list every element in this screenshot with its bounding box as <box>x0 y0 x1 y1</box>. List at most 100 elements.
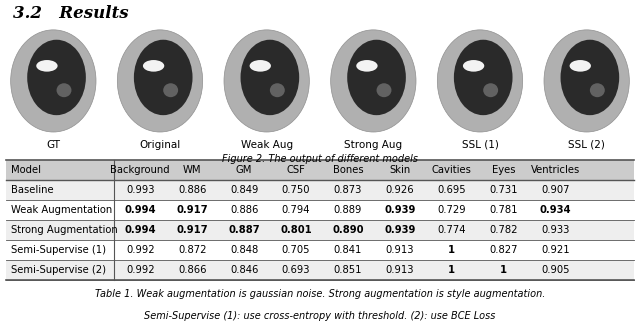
Text: 0.993: 0.993 <box>126 185 154 195</box>
Ellipse shape <box>437 30 523 132</box>
Ellipse shape <box>347 40 406 115</box>
Ellipse shape <box>331 30 416 132</box>
Text: 0.782: 0.782 <box>490 225 518 235</box>
Text: Semi-Supervise (1): use cross-entropy with threshold. (2): use BCE Loss: Semi-Supervise (1): use cross-entropy wi… <box>144 311 496 321</box>
Text: 0.905: 0.905 <box>541 265 570 275</box>
Text: 1: 1 <box>500 265 508 275</box>
Bar <box>6 200 634 220</box>
Bar <box>6 180 634 200</box>
Text: Weak Aug: Weak Aug <box>241 140 292 150</box>
Text: 0.994: 0.994 <box>124 225 156 235</box>
Ellipse shape <box>163 83 178 97</box>
Text: GM: GM <box>236 165 252 175</box>
Text: 0.693: 0.693 <box>282 265 310 275</box>
Text: 0.913: 0.913 <box>386 265 414 275</box>
Ellipse shape <box>356 60 378 72</box>
Text: 1: 1 <box>448 245 456 255</box>
Bar <box>6 260 634 280</box>
Text: 0.933: 0.933 <box>541 225 570 235</box>
Text: 0.921: 0.921 <box>541 245 570 255</box>
Text: 0.887: 0.887 <box>228 225 260 235</box>
Text: 0.827: 0.827 <box>490 245 518 255</box>
Ellipse shape <box>544 30 629 132</box>
Ellipse shape <box>376 83 392 97</box>
Ellipse shape <box>143 60 164 72</box>
Text: 0.939: 0.939 <box>384 205 415 215</box>
Ellipse shape <box>570 60 591 72</box>
Text: 0.890: 0.890 <box>332 225 364 235</box>
Ellipse shape <box>224 30 309 132</box>
Text: Table 1. Weak augmentation is gaussian noise. Strong augmentation is style augme: Table 1. Weak augmentation is gaussian n… <box>95 289 545 300</box>
Text: 0.926: 0.926 <box>385 185 414 195</box>
Text: 0.848: 0.848 <box>230 245 258 255</box>
Text: Weak Augmentation: Weak Augmentation <box>12 205 113 215</box>
Ellipse shape <box>56 83 72 97</box>
Text: Bones: Bones <box>333 165 364 175</box>
Text: 0.907: 0.907 <box>541 185 570 195</box>
Text: 0.794: 0.794 <box>282 205 310 215</box>
Text: GT: GT <box>46 140 60 150</box>
Text: Semi-Supervise (1): Semi-Supervise (1) <box>12 245 106 255</box>
Text: 0.913: 0.913 <box>386 245 414 255</box>
Text: Figure 2. The output of different models: Figure 2. The output of different models <box>222 154 418 164</box>
Ellipse shape <box>36 60 58 72</box>
Text: 0.873: 0.873 <box>334 185 362 195</box>
Ellipse shape <box>463 60 484 72</box>
Text: 0.934: 0.934 <box>540 205 572 215</box>
Ellipse shape <box>11 30 96 132</box>
Ellipse shape <box>241 40 300 115</box>
Text: 0.774: 0.774 <box>438 225 466 235</box>
Text: 0.781: 0.781 <box>490 205 518 215</box>
Text: Eyes: Eyes <box>492 165 515 175</box>
Text: 0.851: 0.851 <box>333 265 362 275</box>
Text: 0.750: 0.750 <box>282 185 310 195</box>
Text: 3.2   Results: 3.2 Results <box>13 5 129 22</box>
Text: 0.866: 0.866 <box>178 265 207 275</box>
Ellipse shape <box>454 40 513 115</box>
Text: SSL (2): SSL (2) <box>568 140 605 150</box>
Text: 0.939: 0.939 <box>384 225 415 235</box>
Text: Baseline: Baseline <box>12 185 54 195</box>
Text: Semi-Supervise (2): Semi-Supervise (2) <box>12 265 106 275</box>
Ellipse shape <box>483 83 498 97</box>
Text: Strong Aug: Strong Aug <box>344 140 403 150</box>
Text: 0.849: 0.849 <box>230 185 259 195</box>
Text: Ventricles: Ventricles <box>531 165 580 175</box>
Text: 0.886: 0.886 <box>230 205 259 215</box>
Ellipse shape <box>561 40 620 115</box>
Ellipse shape <box>117 30 203 132</box>
Text: Strong Augmentation: Strong Augmentation <box>12 225 118 235</box>
Text: 0.992: 0.992 <box>126 265 154 275</box>
Text: 0.872: 0.872 <box>178 245 207 255</box>
Text: 0.705: 0.705 <box>282 245 310 255</box>
Text: 0.886: 0.886 <box>178 185 206 195</box>
Bar <box>6 160 634 180</box>
Text: 0.731: 0.731 <box>490 185 518 195</box>
Ellipse shape <box>590 83 605 97</box>
Bar <box>6 240 634 260</box>
Text: 0.917: 0.917 <box>177 205 208 215</box>
Text: CSF: CSF <box>287 165 305 175</box>
Text: 0.695: 0.695 <box>438 185 466 195</box>
Ellipse shape <box>270 83 285 97</box>
Text: 0.994: 0.994 <box>124 205 156 215</box>
Text: Model: Model <box>12 165 42 175</box>
Text: 1: 1 <box>448 265 456 275</box>
Text: 0.992: 0.992 <box>126 245 154 255</box>
Text: 0.801: 0.801 <box>280 225 312 235</box>
Ellipse shape <box>134 40 193 115</box>
Ellipse shape <box>250 60 271 72</box>
Text: 0.729: 0.729 <box>438 205 466 215</box>
Text: Skin: Skin <box>389 165 410 175</box>
Text: WM: WM <box>183 165 202 175</box>
Text: Cavities: Cavities <box>432 165 472 175</box>
Text: 0.889: 0.889 <box>334 205 362 215</box>
Text: 0.841: 0.841 <box>334 245 362 255</box>
Text: SSL (1): SSL (1) <box>461 140 499 150</box>
Text: 0.846: 0.846 <box>230 265 259 275</box>
Text: Background: Background <box>111 165 170 175</box>
Text: Original: Original <box>140 140 180 150</box>
Bar <box>6 220 634 240</box>
Text: 0.917: 0.917 <box>177 225 208 235</box>
Ellipse shape <box>27 40 86 115</box>
